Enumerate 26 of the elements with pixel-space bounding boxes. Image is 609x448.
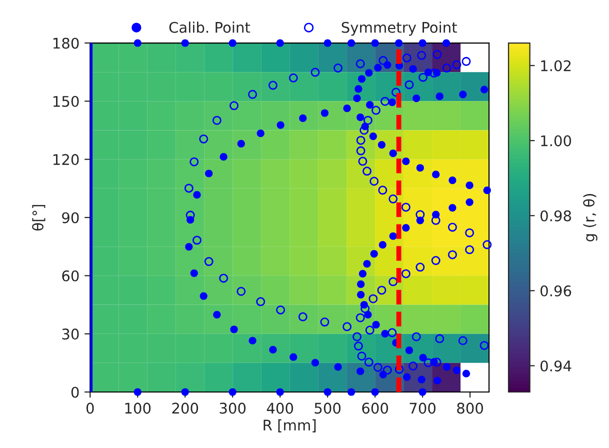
x-tick-label: 200 [172,402,198,414]
x-tick-label: 700 [410,402,436,414]
color-bar-title: g (r, θ) [583,194,598,242]
color-bar-label: 1.00 [541,135,572,146]
x-tick-label: 400 [266,402,294,414]
x-tick-label: 0 [86,402,94,414]
x-tick-label: 600 [362,402,388,414]
y-tick-label: 30 [62,328,79,340]
legend-label: Calib. Point [169,22,250,33]
x-tick-label: 300 [220,402,246,414]
color-bar-label: 0.94 [540,360,572,372]
y-tick-label: 0 [71,386,79,398]
color-bar-label: 0.98 [540,210,572,222]
y-tick-label: 150 [53,96,79,107]
x-axis-title: R [mm] [264,419,316,432]
y-tick-label: 120 [53,154,79,166]
y-tick-label: 180 [53,38,79,49]
y-tick-label: 90 [62,212,79,224]
x-tick-label: 100 [125,402,151,414]
color-bar-label: 1.02 [541,60,571,72]
legend-label: Symmetry Point [342,22,457,36]
color-bar-label: 0.96 [540,285,572,296]
y-axis-title: θ[°] [32,204,46,230]
x-tick-label: 800 [457,402,483,414]
x-tick-label: 500 [314,402,341,414]
y-tick-label: 60 [62,270,79,282]
